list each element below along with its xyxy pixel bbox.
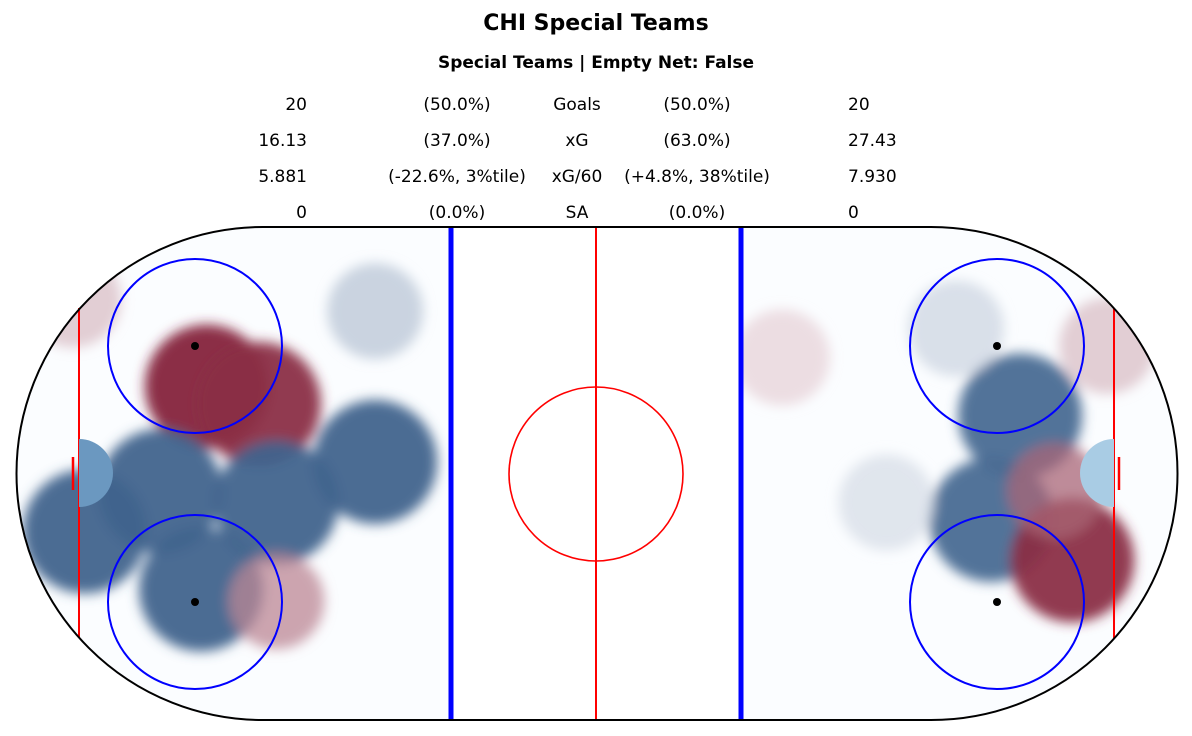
heat-blob-low [22,469,147,594]
heat-blob-low [214,440,339,565]
stat-right-pct: (50.0%) [663,95,731,115]
chart-subtitle: Special Teams | Empty Net: False [437,53,755,73]
heat-blob-high [25,251,122,348]
stat-right-value: 20 [848,95,870,115]
stat-label: Goals [553,95,601,115]
heatmap-layer [22,251,1156,652]
faceoff-circle-left-bottom [107,514,283,690]
heat-blob-low [327,263,424,360]
stat-right-value: 27.43 [848,131,897,151]
stat-left-pct: (50.0%) [423,95,491,115]
goal-crease-left [79,439,113,507]
stat-left-pct: (0.0%) [428,203,486,223]
faceoff-circle-right-bottom [909,514,1085,690]
stat-label: SA [565,203,589,223]
stat-left-value: 0 [296,203,307,223]
stat-right-pct: (63.0%) [663,131,731,151]
goal-crease-right [1080,439,1114,507]
faceoff-dot [993,598,1001,606]
faceoff-dot [191,598,199,606]
stat-right-pct: (0.0%) [668,203,726,223]
faceoff-circle-left-top [107,258,283,434]
heat-blob-low [908,280,1005,377]
center-faceoff-circle [508,386,684,562]
heat-blob-low [313,399,438,524]
heat-blob-high [733,309,830,406]
rink-boards [15,226,1179,721]
faceoff-dot [191,342,199,350]
faceoff-circle-right-top [909,258,1085,434]
stat-left-pct: (-22.6%, 3%tile) [388,167,526,187]
stat-label: xG [565,131,589,151]
stat-right-value: 0 [848,203,859,223]
heat-blob-low [138,527,263,652]
stat-label: xG/60 [551,167,603,187]
stat-right-pct: (+4.8%, 38%tile) [624,167,770,187]
stat-left-value: 5.881 [258,167,307,187]
heat-blob-high [1006,442,1103,539]
stat-right-value: 7.930 [848,167,897,187]
stat-left-pct: (37.0%) [423,131,491,151]
heat-blob-low [838,454,935,551]
faceoff-dot [993,342,1001,350]
stat-left-value: 16.13 [258,131,307,151]
heat-blob-high [228,553,325,650]
stat-left-value: 20 [285,95,307,115]
chart-title: CHI Special Teams [483,11,709,36]
